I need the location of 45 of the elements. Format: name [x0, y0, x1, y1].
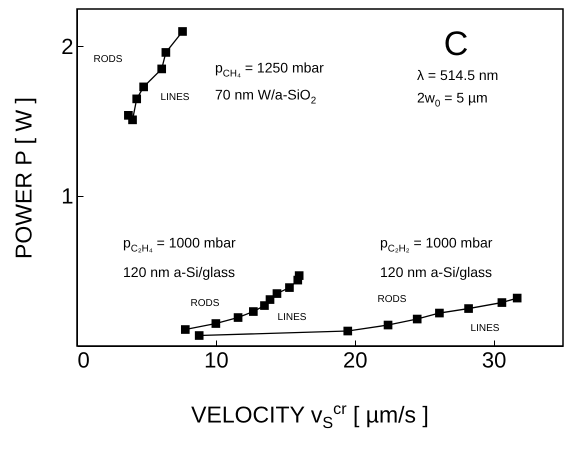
x-tick-label: 20 [342, 348, 368, 372]
point [412, 314, 422, 324]
point [343, 326, 352, 336]
x-tick-label: 30 [482, 348, 506, 372]
point [234, 313, 242, 322]
annotation: RODS [190, 298, 220, 309]
annotation: RODS [378, 294, 406, 305]
point [162, 48, 170, 57]
point [266, 295, 274, 304]
point [464, 304, 473, 313]
point [498, 298, 506, 307]
x-axis-title: VELOCITY v$_{S}$$^{cr}$ [ µm/s ] [191, 400, 429, 432]
annotation: 2w$_{0}$ = 5 µm [417, 90, 488, 110]
annotation: λ = 514.5 nm [417, 67, 498, 83]
x-tick-label: 10 [204, 348, 229, 372]
annotation: 120 nm a-Si/glass [380, 264, 492, 280]
annotation: LINES [470, 323, 500, 334]
annotation: LINES [278, 312, 306, 323]
point [180, 325, 190, 334]
point [212, 319, 220, 328]
x-tick-label: 0 [78, 348, 90, 372]
annotation: 70 nm W/a-SiO$_{2}$ [215, 86, 316, 106]
point [178, 27, 187, 36]
point [384, 320, 392, 330]
point [435, 308, 444, 318]
annotation: p$_{C₂H₄}$ = 1000 mbar [123, 234, 236, 254]
point [249, 307, 258, 316]
point [139, 82, 148, 92]
point [285, 283, 294, 292]
y-tick-label: 1 [61, 184, 74, 209]
annotation: p$_{CH₄}$ = 1250 mbar [215, 60, 324, 80]
point [194, 331, 204, 340]
point [157, 64, 166, 74]
point [132, 94, 142, 104]
y-axis-title: POWER P [ W ] [10, 96, 36, 258]
point [294, 271, 304, 280]
point [512, 294, 522, 302]
text: C [444, 25, 468, 63]
annotation: RODS [94, 54, 122, 65]
annotation: 120 nm a-Si/glass [123, 264, 236, 280]
annotation: p$_{C₂H₂}$ = 1000 mbar [380, 234, 492, 254]
point [128, 116, 137, 124]
y-tick-label: 2 [61, 34, 74, 59]
annotation: LINES [160, 92, 190, 103]
point [272, 289, 282, 298]
